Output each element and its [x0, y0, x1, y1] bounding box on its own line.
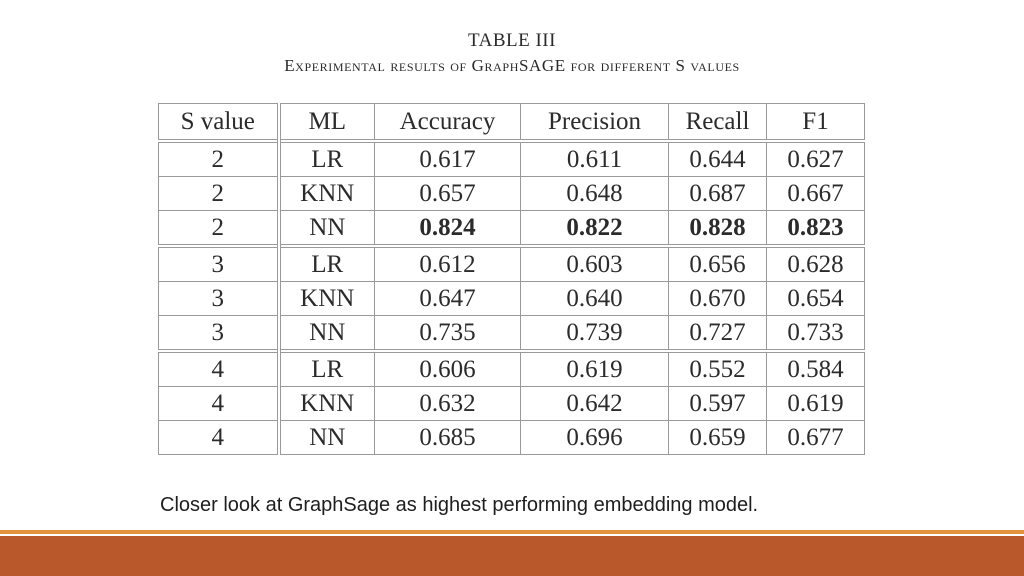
- cell-recall: 0.659: [668, 420, 767, 455]
- table-caption-subtitle: Experimental results of GraphSAGE for di…: [284, 56, 740, 75]
- cell-s-value: 2: [158, 210, 281, 247]
- cell-s-value: 4: [158, 349, 281, 387]
- cell-accuracy: 0.735: [374, 315, 521, 352]
- header-ml: ML: [278, 103, 375, 142]
- accent-bar-footer: [0, 536, 1024, 576]
- cell-recall: 0.552: [668, 349, 767, 387]
- cell-recall: 0.656: [668, 244, 767, 282]
- table-row: 2 LR 0.617 0.611 0.644 0.627: [158, 139, 865, 177]
- header-accuracy: Accuracy: [374, 103, 521, 142]
- cell-accuracy: 0.685: [374, 420, 521, 455]
- cell-recall: 0.727: [668, 315, 767, 352]
- table-row: 3 NN 0.735 0.739 0.727 0.733: [158, 315, 865, 352]
- results-table: S value ML Accuracy Precision Recall F1 …: [158, 103, 865, 455]
- cell-ml: KNN: [278, 386, 375, 421]
- cell-ml: KNN: [278, 176, 375, 211]
- cell-f1: 0.677: [766, 420, 865, 455]
- table-row: 3 LR 0.612 0.603 0.656 0.628: [158, 244, 865, 282]
- cell-precision: 0.648: [520, 176, 669, 211]
- cell-precision: 0.822: [520, 210, 669, 247]
- table-row: 4 LR 0.606 0.619 0.552 0.584: [158, 349, 865, 387]
- cell-f1: 0.733: [766, 315, 865, 352]
- cell-ml: NN: [278, 420, 375, 455]
- cell-accuracy: 0.606: [374, 349, 521, 387]
- cell-ml: LR: [278, 244, 375, 282]
- cell-accuracy: 0.647: [374, 281, 521, 316]
- cell-precision: 0.603: [520, 244, 669, 282]
- table-caption-title: TABLE III: [468, 30, 556, 51]
- table-row: 4 KNN 0.632 0.642 0.597 0.619: [158, 386, 865, 421]
- table-row-best: 2 NN 0.824 0.822 0.828 0.823: [158, 210, 865, 247]
- cell-ml: NN: [278, 210, 375, 247]
- cell-f1: 0.627: [766, 139, 865, 177]
- table-row: 3 KNN 0.647 0.640 0.670 0.654: [158, 281, 865, 316]
- cell-s-value: 3: [158, 315, 281, 352]
- cell-accuracy: 0.824: [374, 210, 521, 247]
- cell-precision: 0.611: [520, 139, 669, 177]
- cell-s-value: 4: [158, 420, 281, 455]
- header-precision: Precision: [520, 103, 669, 142]
- header-s-value: S value: [158, 103, 281, 142]
- cell-recall: 0.687: [668, 176, 767, 211]
- cell-s-value: 2: [158, 176, 281, 211]
- cell-precision: 0.739: [520, 315, 669, 352]
- table-header-row: S value ML Accuracy Precision Recall F1: [158, 103, 865, 142]
- cell-ml: LR: [278, 349, 375, 387]
- cell-accuracy: 0.617: [374, 139, 521, 177]
- accent-bar-thin: [0, 530, 1024, 534]
- header-f1: F1: [766, 103, 865, 142]
- cell-ml: KNN: [278, 281, 375, 316]
- cell-recall: 0.828: [668, 210, 767, 247]
- cell-f1: 0.823: [766, 210, 865, 247]
- cell-recall: 0.670: [668, 281, 767, 316]
- cell-precision: 0.619: [520, 349, 669, 387]
- cell-f1: 0.619: [766, 386, 865, 421]
- cell-f1: 0.667: [766, 176, 865, 211]
- table-row: 2 KNN 0.657 0.648 0.687 0.667: [158, 176, 865, 211]
- cell-ml: NN: [278, 315, 375, 352]
- cell-accuracy: 0.632: [374, 386, 521, 421]
- cell-f1: 0.628: [766, 244, 865, 282]
- cell-ml: LR: [278, 139, 375, 177]
- cell-s-value: 3: [158, 281, 281, 316]
- header-recall: Recall: [668, 103, 767, 142]
- cell-recall: 0.597: [668, 386, 767, 421]
- cell-f1: 0.584: [766, 349, 865, 387]
- cell-s-value: 2: [158, 139, 281, 177]
- cell-s-value: 4: [158, 386, 281, 421]
- cell-recall: 0.644: [668, 139, 767, 177]
- cell-f1: 0.654: [766, 281, 865, 316]
- cell-precision: 0.696: [520, 420, 669, 455]
- cell-s-value: 3: [158, 244, 281, 282]
- slide-caption: Closer look at GraphSage as highest perf…: [160, 494, 759, 516]
- cell-precision: 0.640: [520, 281, 669, 316]
- cell-precision: 0.642: [520, 386, 669, 421]
- cell-accuracy: 0.657: [374, 176, 521, 211]
- cell-accuracy: 0.612: [374, 244, 521, 282]
- table-row: 4 NN 0.685 0.696 0.659 0.677: [158, 420, 865, 455]
